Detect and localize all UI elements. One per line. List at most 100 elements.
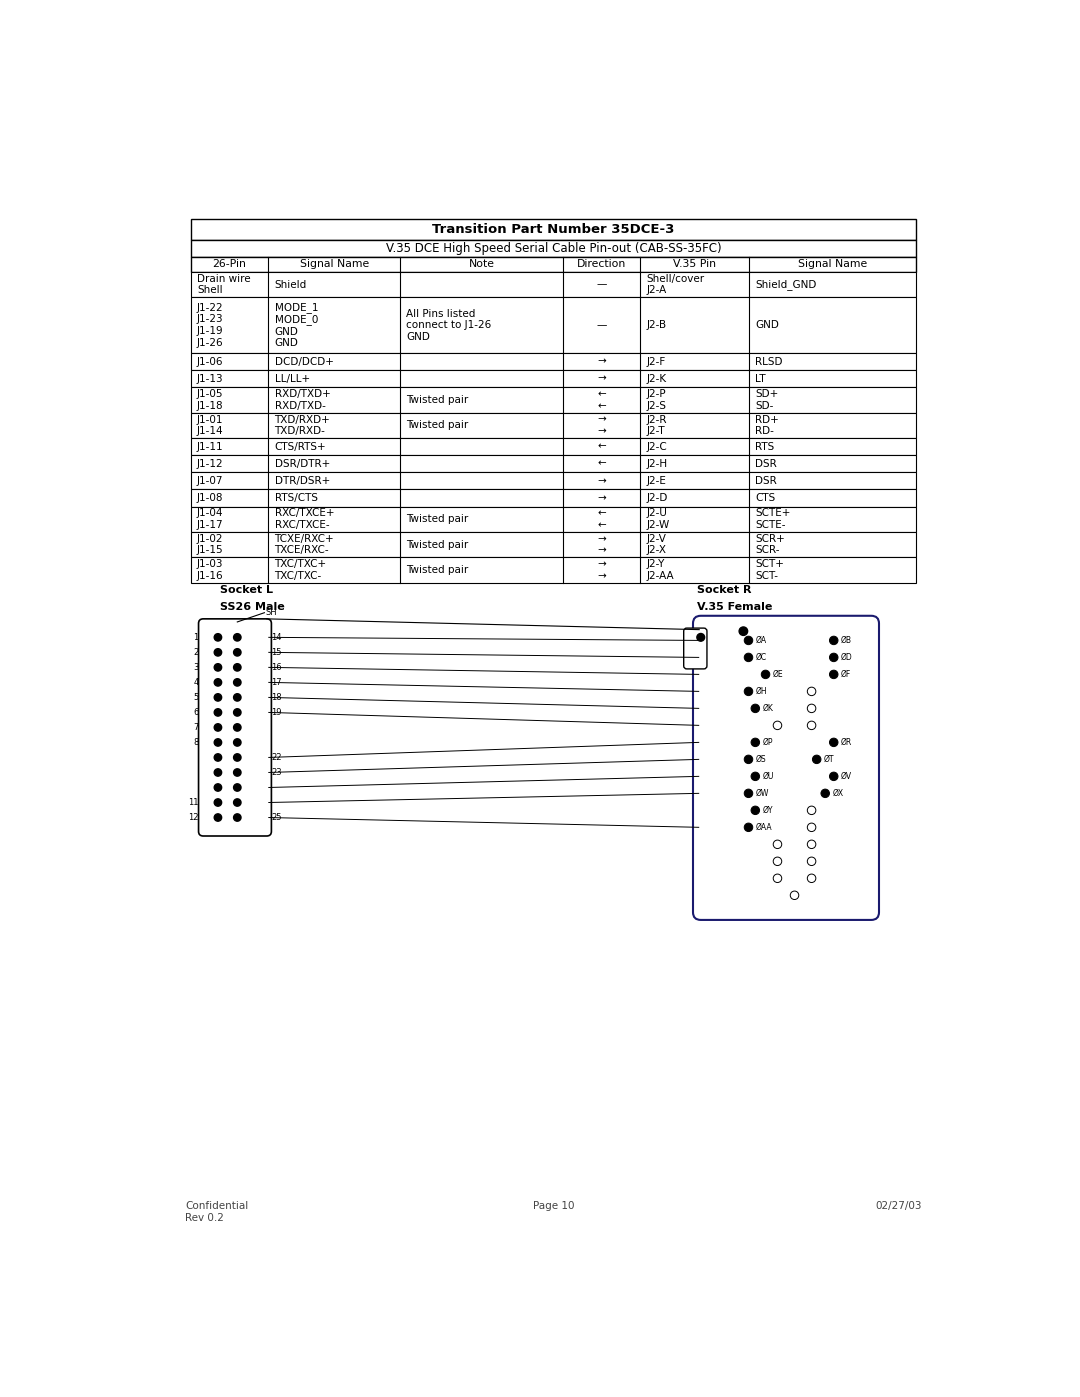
Circle shape — [808, 858, 815, 866]
Circle shape — [233, 664, 241, 671]
Bar — [191, 298, 916, 353]
Text: V.35 DCE High Speed Serial Cable Pin-out (CAB-SS-35FC): V.35 DCE High Speed Serial Cable Pin-out… — [386, 242, 721, 254]
Text: 11: 11 — [188, 798, 199, 807]
Circle shape — [744, 823, 753, 831]
Text: 23: 23 — [271, 768, 282, 777]
Bar — [191, 272, 916, 298]
Circle shape — [233, 784, 241, 791]
Text: J2-K: J2-K — [647, 374, 666, 384]
Text: ØR: ØR — [840, 738, 852, 747]
Text: ØD: ØD — [840, 652, 852, 662]
Text: ØY: ØY — [762, 806, 773, 814]
Circle shape — [233, 799, 241, 806]
Text: J2-R
J2-T: J2-R J2-T — [647, 415, 667, 436]
Text: J2-E: J2-E — [647, 476, 666, 486]
Text: LT: LT — [755, 374, 766, 384]
Circle shape — [808, 875, 815, 883]
Text: J2-D: J2-D — [647, 493, 667, 503]
Text: J2-U
J2-W: J2-U J2-W — [647, 509, 670, 529]
Text: →
→: → → — [597, 534, 606, 556]
Bar — [191, 489, 916, 507]
Text: ØH: ØH — [756, 687, 767, 696]
Circle shape — [233, 679, 241, 686]
Bar — [191, 239, 916, 257]
Circle shape — [233, 739, 241, 746]
Text: ØT: ØT — [824, 754, 834, 764]
Circle shape — [214, 754, 221, 761]
Text: ØS: ØS — [756, 754, 766, 764]
Text: CTS/RTS+: CTS/RTS+ — [274, 441, 326, 451]
Text: →: → — [597, 356, 606, 366]
Text: 1: 1 — [193, 633, 199, 641]
Text: 19: 19 — [271, 708, 282, 717]
Text: 17: 17 — [271, 678, 282, 687]
Text: RXD/TXD+
RXD/TXD-: RXD/TXD+ RXD/TXD- — [274, 390, 330, 411]
Circle shape — [751, 738, 759, 746]
Text: 5: 5 — [193, 693, 199, 701]
Text: SCT+
SCT-: SCT+ SCT- — [755, 559, 784, 581]
Circle shape — [812, 756, 821, 764]
Text: J2-F: J2-F — [647, 356, 665, 366]
Text: J1-03
J1-16: J1-03 J1-16 — [197, 559, 224, 581]
Text: MODE_1
MODE_0
GND
GND: MODE_1 MODE_0 GND GND — [274, 302, 318, 348]
Text: J1-01
J1-14: J1-01 J1-14 — [197, 415, 224, 436]
Text: 22: 22 — [271, 753, 282, 761]
Circle shape — [773, 721, 782, 729]
Circle shape — [761, 671, 770, 679]
Text: Socket L: Socket L — [220, 585, 273, 595]
Text: SS26 Male: SS26 Male — [220, 602, 285, 612]
Text: TCXE/RXC+
TXCE/RXC-: TCXE/RXC+ TXCE/RXC- — [274, 534, 334, 556]
Circle shape — [829, 654, 838, 662]
Text: Note: Note — [469, 260, 495, 270]
Circle shape — [821, 789, 829, 798]
Text: J1-04
J1-17: J1-04 J1-17 — [197, 509, 224, 529]
Text: Twisted pair: Twisted pair — [406, 539, 469, 549]
FancyBboxPatch shape — [693, 616, 879, 921]
Circle shape — [233, 648, 241, 657]
Circle shape — [744, 636, 753, 644]
Bar — [191, 370, 916, 387]
Text: RD+
RD-: RD+ RD- — [755, 415, 779, 436]
Text: J1-13: J1-13 — [197, 374, 224, 384]
Circle shape — [751, 806, 759, 814]
Bar — [191, 257, 916, 272]
Text: 15: 15 — [271, 648, 282, 657]
Circle shape — [214, 799, 221, 806]
Text: ØX: ØX — [833, 789, 843, 798]
Text: Shell/cover
J2-A: Shell/cover J2-A — [647, 274, 704, 295]
Text: J1-02
J1-15: J1-02 J1-15 — [197, 534, 224, 556]
Circle shape — [773, 840, 782, 848]
Text: →: → — [597, 493, 606, 503]
Text: Signal Name: Signal Name — [798, 260, 867, 270]
Text: →: → — [597, 476, 606, 486]
Text: 8: 8 — [193, 738, 199, 747]
Circle shape — [791, 891, 799, 900]
Text: ØU: ØU — [762, 773, 773, 781]
Text: J1-07: J1-07 — [197, 476, 224, 486]
Circle shape — [214, 694, 221, 701]
Text: ←: ← — [597, 458, 606, 469]
Text: Transition Part Number 35DCE-3: Transition Part Number 35DCE-3 — [432, 224, 675, 236]
Text: J2-V
J2-X: J2-V J2-X — [647, 534, 666, 556]
Circle shape — [751, 704, 759, 712]
Bar — [191, 532, 916, 557]
Circle shape — [744, 654, 753, 662]
Circle shape — [233, 634, 241, 641]
Circle shape — [214, 814, 221, 821]
Text: TXD/RXD+
TXD/RXD-: TXD/RXD+ TXD/RXD- — [274, 415, 330, 436]
Circle shape — [808, 840, 815, 848]
Bar — [191, 219, 916, 239]
Text: RLSD: RLSD — [755, 356, 783, 366]
Text: J2-C: J2-C — [647, 441, 667, 451]
Text: SCR+
SCR-: SCR+ SCR- — [755, 534, 785, 556]
Text: ØA: ØA — [756, 636, 767, 645]
Text: Drain wire
Shell: Drain wire Shell — [197, 274, 251, 295]
Text: 7: 7 — [193, 722, 199, 732]
Text: →
→: → → — [597, 415, 606, 436]
Text: Twisted pair: Twisted pair — [406, 514, 469, 524]
Circle shape — [214, 708, 221, 717]
Text: SD+
SD-: SD+ SD- — [755, 390, 779, 411]
Text: J2-B: J2-B — [647, 320, 666, 330]
FancyBboxPatch shape — [684, 629, 707, 669]
Bar — [191, 557, 916, 583]
